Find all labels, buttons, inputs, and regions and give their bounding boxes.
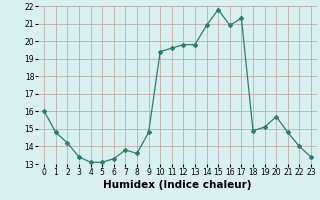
- X-axis label: Humidex (Indice chaleur): Humidex (Indice chaleur): [103, 180, 252, 190]
